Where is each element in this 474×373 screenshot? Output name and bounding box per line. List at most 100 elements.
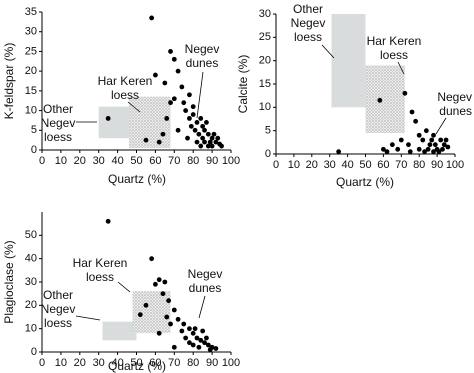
data-point xyxy=(156,330,162,336)
x-tick-label: 90 xyxy=(206,155,218,167)
data-point xyxy=(168,321,173,327)
x-tick-label: 0 xyxy=(39,155,45,167)
data-point xyxy=(198,116,204,121)
x-tick-label: 50 xyxy=(130,155,142,167)
data-point xyxy=(187,340,192,346)
data-point xyxy=(175,316,181,322)
y-axis-label: Calcite (%) xyxy=(236,55,250,114)
cluster-label: dunes xyxy=(186,56,219,70)
data-point xyxy=(422,149,427,155)
data-point xyxy=(409,109,415,115)
x-tick-label: 100 xyxy=(222,357,240,369)
region-box xyxy=(365,65,405,133)
data-point xyxy=(202,340,207,346)
region-box xyxy=(98,106,133,139)
data-point xyxy=(162,279,168,285)
data-point xyxy=(156,139,162,145)
data-point xyxy=(429,137,435,143)
data-point xyxy=(200,123,206,129)
x-tick-label: 80 xyxy=(187,155,199,167)
data-point xyxy=(171,344,177,350)
data-point xyxy=(171,96,177,102)
data-point xyxy=(209,135,215,141)
x-tick-label: 10 xyxy=(55,155,67,167)
x-tick-label: 90 xyxy=(206,357,218,369)
data-point xyxy=(156,277,162,283)
y-axis-label: Plagioclase (%) xyxy=(2,240,16,323)
x-tick-label: 40 xyxy=(111,357,123,369)
region-label: Har Keren xyxy=(98,74,153,88)
data-point xyxy=(143,137,149,143)
data-point xyxy=(198,143,204,149)
x-tick-label: 100 xyxy=(222,155,240,167)
data-point xyxy=(188,123,194,129)
y-axis-label: K-feldspar (%) xyxy=(2,43,16,120)
data-point xyxy=(190,104,196,110)
data-point xyxy=(181,321,187,327)
data-point xyxy=(336,149,342,155)
data-point xyxy=(406,142,411,148)
data-point xyxy=(205,143,211,149)
data-point xyxy=(423,128,429,134)
data-point xyxy=(192,326,198,332)
y-tick-label: 0 xyxy=(265,148,271,160)
data-point xyxy=(204,120,209,125)
data-point xyxy=(427,142,433,148)
data-point xyxy=(196,344,202,350)
leader-line xyxy=(198,295,206,319)
data-point xyxy=(183,335,189,341)
data-point xyxy=(153,281,158,287)
data-point xyxy=(213,346,219,351)
region-label: loess xyxy=(111,88,139,102)
data-point xyxy=(181,100,187,106)
y-tick-label: 10 xyxy=(25,104,37,116)
data-point xyxy=(198,337,204,343)
data-point xyxy=(143,302,149,308)
data-point xyxy=(377,97,383,103)
x-tick-label: 20 xyxy=(74,357,86,369)
cluster-label: Negev xyxy=(188,267,223,281)
y-tick-label: 20 xyxy=(259,55,271,67)
data-point xyxy=(149,256,155,262)
y-tick-label: 25 xyxy=(259,31,271,43)
y-tick-label: 15 xyxy=(259,78,271,90)
region-label: Other xyxy=(43,288,73,302)
x-tick-label: 60 xyxy=(377,159,389,171)
region-box xyxy=(128,96,171,149)
data-point xyxy=(105,218,111,224)
x-tick-label: 10 xyxy=(55,357,67,369)
y-tick-label: 20 xyxy=(25,299,37,311)
data-point xyxy=(105,116,111,121)
leader-line xyxy=(127,101,141,113)
y-tick-label: 15 xyxy=(25,85,37,97)
x-axis-label: Quartz (%) xyxy=(108,359,166,373)
data-point xyxy=(219,143,224,149)
y-tick-label: 10 xyxy=(259,101,271,113)
y-tick-label: 0 xyxy=(31,144,37,156)
data-point xyxy=(196,131,202,137)
region-label: loess xyxy=(44,130,72,144)
data-point xyxy=(431,149,436,155)
data-point xyxy=(211,131,217,137)
y-tick-label: 40 xyxy=(25,253,37,265)
data-point xyxy=(202,127,207,133)
data-point xyxy=(441,142,447,148)
data-point xyxy=(179,84,185,90)
x-tick-label: 20 xyxy=(306,159,318,171)
region-label: Other xyxy=(43,102,73,116)
data-point xyxy=(395,146,401,152)
data-point xyxy=(436,149,442,155)
data-point xyxy=(416,146,422,152)
y-tick-label: 35 xyxy=(25,6,37,18)
x-tick-label: 100 xyxy=(446,159,464,171)
data-point xyxy=(194,139,200,145)
data-point xyxy=(202,139,207,145)
data-point xyxy=(175,127,181,133)
y-tick-label: 20 xyxy=(25,65,37,77)
data-point xyxy=(164,116,170,121)
y-tick-label: 0 xyxy=(31,346,37,358)
data-point xyxy=(200,328,206,334)
cluster-label: dunes xyxy=(189,281,222,295)
data-point xyxy=(171,56,177,62)
